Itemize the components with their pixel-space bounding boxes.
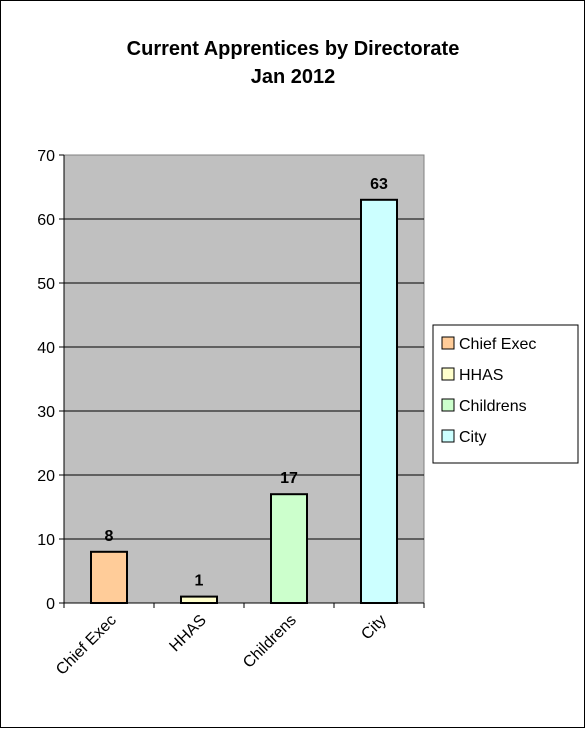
legend-entry: City — [459, 429, 487, 446]
y-axis-ticks: 0 10 20 30 40 50 60 70 — [37, 148, 64, 613]
y-tick-label: 70 — [37, 148, 55, 165]
data-label: 17 — [280, 470, 298, 487]
y-tick-label: 30 — [37, 404, 55, 421]
legend-entry: Chief Exec — [459, 336, 536, 353]
y-tick-label: 10 — [37, 532, 55, 549]
legend-entry: Childrens — [459, 398, 527, 415]
legend-swatch — [441, 336, 455, 350]
bar-chief-exec — [90, 550, 128, 604]
y-tick-label: 0 — [46, 596, 55, 613]
bar-hhas — [180, 595, 218, 604]
data-label: 1 — [195, 573, 204, 590]
y-tick-label: 20 — [37, 468, 55, 485]
y-tick-label: 40 — [37, 340, 55, 357]
chart-title-line-1: Current Apprentices by Directorate — [127, 38, 460, 60]
data-label: 63 — [370, 176, 388, 193]
legend-box — [432, 324, 579, 464]
bar-childrens — [270, 493, 308, 605]
data-labels: 8 1 17 63 — [105, 176, 388, 590]
data-label: 8 — [105, 528, 114, 545]
legend-entry: HHAS — [459, 367, 503, 384]
y-tick-label: 50 — [37, 276, 55, 293]
y-tick-label: 60 — [37, 212, 55, 229]
legend-swatch — [441, 429, 455, 443]
legend-swatch — [441, 398, 455, 412]
chart-title-line-2: Jan 2012 — [251, 66, 336, 88]
legend: Chief Exec HHAS Childrens City — [432, 324, 579, 464]
bar-city — [360, 198, 398, 605]
legend-swatch — [441, 367, 455, 381]
bars — [90, 198, 398, 605]
